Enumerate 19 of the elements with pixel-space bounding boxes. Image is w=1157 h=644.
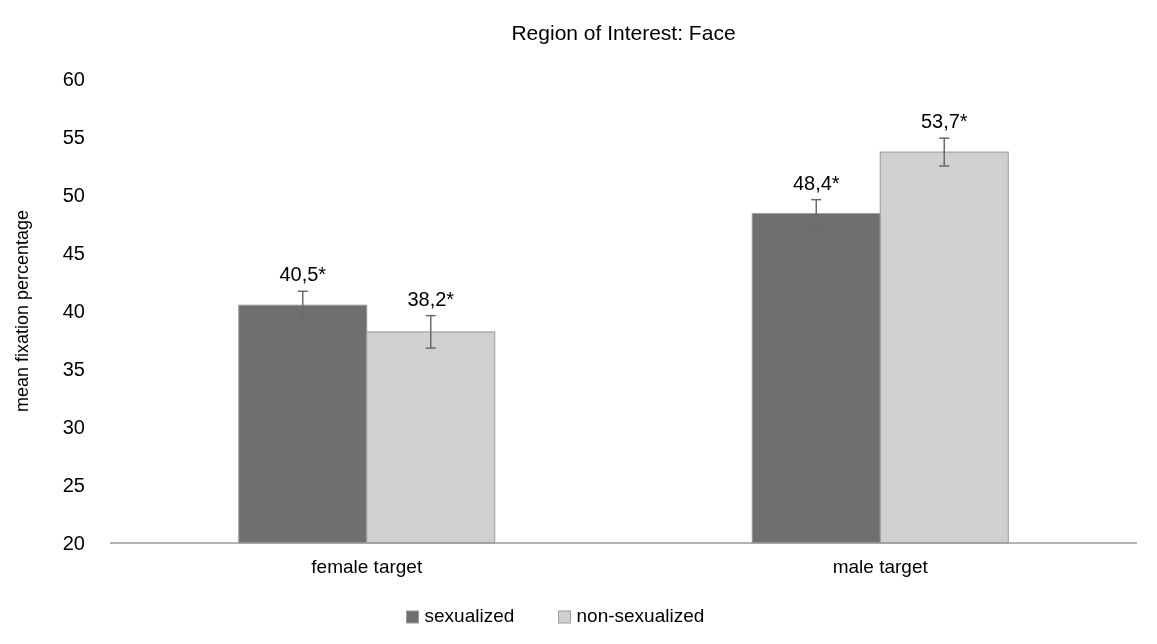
y-tick-label: 35	[62, 358, 85, 380]
chart-title: Region of Interest: Face	[511, 21, 736, 44]
y-tick-label: 25	[62, 474, 85, 496]
legend-label: non-sexualized	[576, 605, 705, 626]
legend-label: sexualized	[424, 605, 515, 626]
y-tick-label: 50	[62, 184, 85, 206]
y-tick-label: 45	[62, 242, 85, 264]
y-axis-title: mean fixation percentage	[12, 209, 32, 413]
x-tick-label: female target	[311, 556, 423, 577]
y-tick-label: 60	[62, 68, 85, 90]
data-label: 38,2*	[407, 287, 455, 310]
data-label: 53,7*	[920, 110, 968, 133]
y-tick-label: 20	[62, 532, 85, 554]
y-tick-label: 30	[62, 416, 85, 438]
x-tick-label: male target	[832, 556, 929, 577]
data-label: 48,4*	[792, 171, 840, 194]
data-label: 40,5*	[279, 263, 327, 286]
y-tick-label: 55	[62, 126, 85, 148]
y-tick-label: 40	[62, 300, 85, 322]
